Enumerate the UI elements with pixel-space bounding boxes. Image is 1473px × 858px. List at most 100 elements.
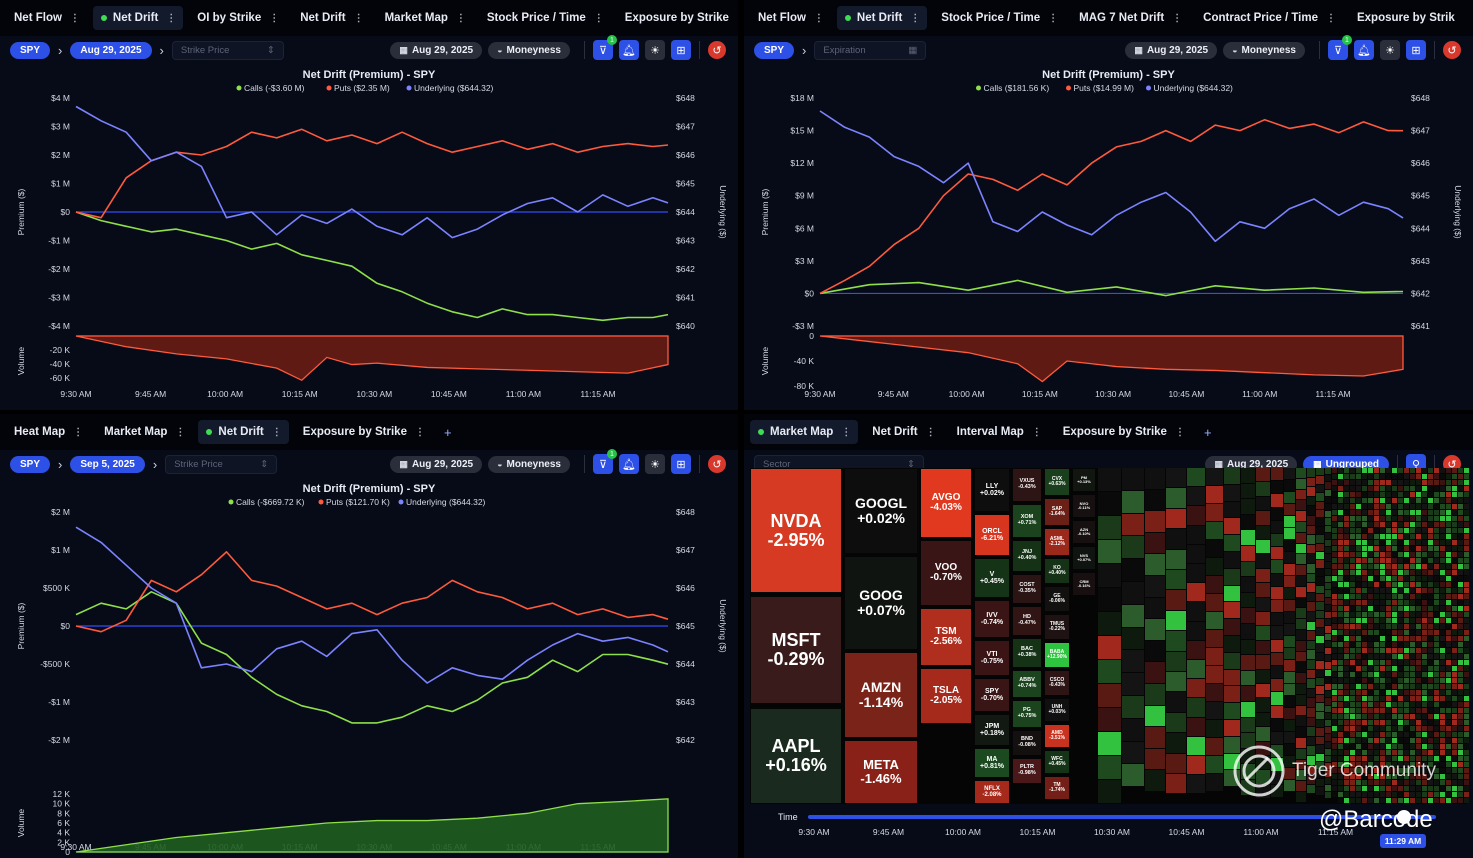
treemap-cell[interactable]: [1374, 690, 1379, 695]
treemap-cell[interactable]: [1332, 750, 1337, 755]
treemap-cell[interactable]: [1416, 498, 1421, 503]
treemap-cell[interactable]: [1458, 582, 1463, 587]
tab-heat-map[interactable]: Heat Map ⋮: [6, 420, 90, 444]
treemap-cell[interactable]: [1344, 726, 1349, 731]
treemap-cell[interactable]: [1332, 618, 1337, 623]
treemap-cell[interactable]: [1452, 564, 1457, 569]
treemap-cell[interactable]: [1374, 492, 1379, 497]
treemap-cell[interactable]: [1434, 780, 1439, 785]
treemap-cell[interactable]: [1440, 576, 1445, 581]
treemap-tile-spy[interactable]: SPY -0.70%: [974, 678, 1010, 712]
treemap-cell[interactable]: [1256, 727, 1270, 741]
treemap-cell[interactable]: [1428, 474, 1433, 479]
treemap-cell[interactable]: [1428, 678, 1433, 683]
treemap-tile-asml[interactable]: ASML -2.12%: [1044, 528, 1070, 556]
treemap-cell[interactable]: [1416, 642, 1421, 647]
treemap-cell[interactable]: [1416, 738, 1421, 743]
treemap-cell[interactable]: [1446, 486, 1451, 491]
treemap-cell[interactable]: [1374, 756, 1379, 761]
treemap-cell[interactable]: [1306, 573, 1316, 583]
treemap-cell[interactable]: [1338, 486, 1343, 491]
treemap-cell[interactable]: [1350, 564, 1355, 569]
treemap-cell[interactable]: [1166, 529, 1186, 549]
treemap-cell[interactable]: [1464, 720, 1469, 725]
treemap-cell[interactable]: [1440, 594, 1445, 599]
treemap-cell[interactable]: [1452, 696, 1457, 701]
treemap-cell[interactable]: [1458, 738, 1463, 743]
treemap-cell[interactable]: [1452, 552, 1457, 557]
treemap-cell[interactable]: [1458, 744, 1463, 749]
treemap-cell[interactable]: [1398, 708, 1403, 713]
treemap-cell[interactable]: [1452, 600, 1457, 605]
treemap-cell[interactable]: [1440, 786, 1445, 791]
treemap-cell[interactable]: [1296, 478, 1306, 489]
treemap-cell[interactable]: [1386, 594, 1391, 599]
treemap-cell[interactable]: [1332, 480, 1337, 485]
treemap-cell[interactable]: [1446, 762, 1451, 767]
treemap-cell[interactable]: [1410, 768, 1415, 773]
treemap-cell[interactable]: [1332, 708, 1337, 713]
treemap-cell[interactable]: [1428, 498, 1433, 503]
treemap-tile-tm[interactable]: TM -1.74%: [1044, 776, 1070, 800]
treemap-cell[interactable]: [1356, 588, 1361, 593]
treemap-cell[interactable]: [1332, 684, 1337, 689]
treemap-cell[interactable]: [1410, 492, 1415, 497]
treemap-cell[interactable]: [1398, 552, 1403, 557]
treemap-cell[interactable]: [1452, 528, 1457, 533]
treemap-cell[interactable]: [1392, 684, 1397, 689]
treemap-cell[interactable]: [1422, 486, 1427, 491]
treemap-cell[interactable]: [1224, 652, 1240, 669]
treemap-cell[interactable]: [1332, 714, 1337, 719]
treemap-cell[interactable]: [1374, 660, 1379, 665]
treemap-cell[interactable]: [1356, 486, 1361, 491]
treemap-cell[interactable]: [1316, 543, 1324, 551]
treemap-cell[interactable]: [1416, 672, 1421, 677]
treemap-cell[interactable]: [1380, 582, 1385, 587]
treemap-cell[interactable]: [1464, 510, 1469, 515]
treemap-cell[interactable]: [1344, 684, 1349, 689]
treemap-cell[interactable]: [1434, 546, 1439, 551]
treemap-cell[interactable]: [1256, 712, 1270, 727]
treemap-cell[interactable]: [1356, 726, 1361, 731]
treemap-cell[interactable]: [1344, 708, 1349, 713]
treemap-cell[interactable]: [1344, 534, 1349, 539]
treemap-cell[interactable]: [1404, 486, 1409, 491]
treemap-cell[interactable]: [1386, 492, 1391, 497]
treemap-cell[interactable]: [1434, 726, 1439, 731]
treemap-cell[interactable]: [1422, 552, 1427, 557]
treemap-cell[interactable]: [1440, 480, 1445, 485]
treemap-cell[interactable]: [1362, 552, 1367, 557]
treemap-cell[interactable]: [1440, 540, 1445, 545]
treemap-cell[interactable]: [1392, 636, 1397, 641]
treemap-cell[interactable]: [1306, 477, 1316, 487]
treemap-cell[interactable]: [1428, 792, 1433, 797]
treemap-cell[interactable]: [1316, 610, 1324, 619]
treemap-cell[interactable]: [1452, 708, 1457, 713]
treemap-cell[interactable]: [1098, 708, 1121, 731]
treemap-cell[interactable]: [1422, 618, 1427, 623]
treemap-cell[interactable]: [1380, 474, 1385, 479]
treemap-cell[interactable]: [1386, 720, 1391, 725]
treemap-cell[interactable]: [1440, 648, 1445, 653]
treemap-cell[interactable]: [1392, 774, 1397, 779]
treemap-cell[interactable]: [1368, 654, 1373, 659]
treemap-cell[interactable]: [1380, 546, 1385, 551]
treemap-cell[interactable]: [1270, 692, 1283, 705]
treemap-cell[interactable]: [1386, 600, 1391, 605]
treemap-cell[interactable]: [1350, 708, 1355, 713]
treemap-cell[interactable]: [1452, 714, 1457, 719]
treemap-cell[interactable]: [1144, 705, 1166, 727]
treemap-cell[interactable]: [1440, 582, 1445, 587]
treemap-cell[interactable]: [1374, 708, 1379, 713]
treemap-cell[interactable]: [1446, 744, 1451, 749]
treemap-cell[interactable]: [1362, 594, 1367, 599]
treemap-cell[interactable]: [1428, 738, 1433, 743]
treemap-cell[interactable]: [1422, 762, 1427, 767]
treemap-cell[interactable]: [1284, 564, 1295, 575]
treemap-cell[interactable]: [1392, 654, 1397, 659]
treemap-cell[interactable]: [1380, 732, 1385, 737]
treemap-cell[interactable]: [1374, 768, 1379, 773]
treemap-cell[interactable]: [1306, 640, 1316, 650]
treemap-cell[interactable]: [1362, 528, 1367, 533]
treemap-cell[interactable]: [1368, 546, 1373, 551]
